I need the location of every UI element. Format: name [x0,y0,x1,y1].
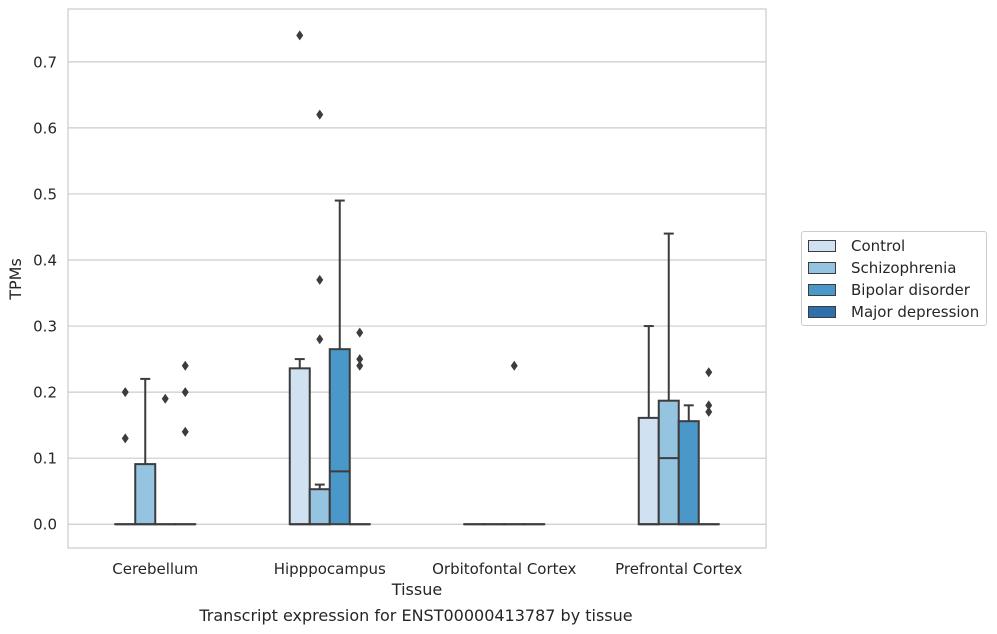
box [637,416,660,526]
legend-item-control: Control [808,236,905,256]
legend-swatch-major-depression [808,306,836,318]
box-series [114,30,720,526]
y-tick-label: 0.3 [33,318,57,336]
legend-item-major-depression: Major depression [808,302,979,322]
outlier-point [181,387,189,398]
box-group [677,404,700,526]
x-tick-label: Cerebellum [112,560,198,578]
y-tick-label: 0.4 [33,252,57,270]
outlier-point [181,360,189,371]
box-group [288,30,311,526]
x-tick-label: Hipppocampus [274,560,386,578]
legend: Control Schizophrenia Bipolar disorder M… [801,231,987,326]
y-tick-label: 0.1 [33,450,57,468]
y-tick-labels: 0.0 0.1 0.2 0.3 0.4 0.5 0.6 0.7 [33,53,57,533]
x-tick-label: Orbitofontal Cortex [432,560,576,578]
y-tick-label: 0.0 [33,516,57,534]
y-tick-label: 0.7 [33,53,57,71]
outlier-point [356,327,364,338]
box-group [503,360,526,526]
box [328,348,351,526]
outlier-point [510,360,518,371]
legend-swatch-bipolar-disorder [808,284,836,296]
y-tick-label: 0.2 [33,384,57,402]
outlier-point [705,406,713,417]
legend-label: Bipolar disorder [851,281,970,299]
y-axis-label: TPMs [6,258,25,301]
box-group [174,360,197,526]
legend-item-schizophrenia: Schizophrenia [808,258,956,278]
outlier-point [296,30,304,41]
box [288,367,311,526]
x-tick-label: Prefrontal Cortex [615,560,742,578]
legend-swatch-control [808,240,836,252]
box [308,488,331,526]
legend-label: Control [851,237,906,255]
outlier-point [705,367,713,378]
box [657,399,680,526]
outlier-point [356,360,364,371]
outlier-point [316,274,324,285]
legend-label: Major depression [851,303,980,321]
box [677,420,700,526]
outlier-point [316,109,324,120]
legend-swatch-schizophrenia [808,262,836,274]
figure-caption: Transcript expression for ENST0000041378… [199,606,633,625]
box-group [348,327,371,526]
outlier-point [181,426,189,437]
box-group [134,377,157,526]
y-tick-label: 0.6 [33,119,57,137]
y-tick-label: 0.5 [33,185,57,203]
legend-label: Schizophrenia [851,259,957,277]
box-group [328,199,351,526]
outlier-point [121,433,129,444]
box-group [697,367,720,526]
x-tick-labels: Cerebellum Hipppocampus Orbitofontal Corte… [112,560,742,578]
box [134,463,157,526]
legend-item-bipolar-disorder: Bipolar disorder [808,280,970,300]
outlier-point [356,354,364,365]
box-group [637,325,660,526]
outlier-point [705,400,713,411]
outlier-point [121,387,129,398]
outlier-point [161,393,169,404]
x-axis-label: Tissue [391,580,442,599]
outlier-point [316,334,324,345]
